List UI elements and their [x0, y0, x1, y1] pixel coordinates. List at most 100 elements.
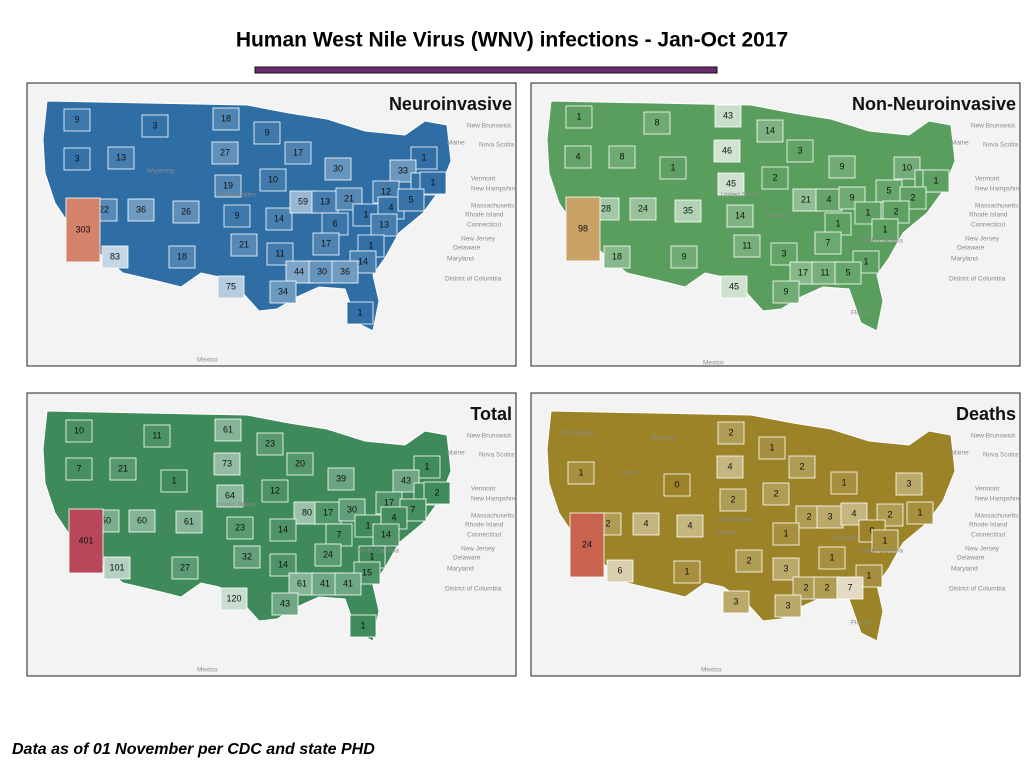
- state-region: [107, 146, 135, 170]
- state-region: [392, 469, 420, 493]
- state-value: 27: [220, 147, 230, 157]
- state-value: 4: [851, 508, 856, 518]
- state-region: [663, 473, 691, 497]
- map-label: New Hampshire: [471, 186, 518, 193]
- map-label: Wyoming: [147, 168, 174, 175]
- state-value: 5: [845, 267, 850, 277]
- state-region: [893, 156, 921, 180]
- map-label: Nova Scotia: [479, 142, 514, 149]
- state-region: [871, 529, 899, 553]
- map-label: Delaware: [957, 245, 985, 252]
- state-value: 18: [177, 251, 187, 261]
- state-value: 21: [239, 239, 249, 249]
- map-label: United States: [716, 517, 756, 524]
- state-region: [608, 145, 636, 169]
- panel-title: Neuroinvasive: [389, 94, 512, 114]
- state-region: [389, 159, 417, 183]
- state-value: 41: [343, 578, 353, 588]
- state-region: [606, 559, 634, 583]
- state-value: 2: [887, 509, 892, 519]
- state-value: 3: [783, 563, 788, 573]
- state-region: [314, 543, 342, 567]
- state-region: [895, 472, 923, 496]
- state-region: [103, 556, 131, 580]
- state-region: [334, 572, 362, 596]
- state-value: 3: [827, 511, 832, 521]
- map-label: Nova Scotia: [983, 142, 1018, 149]
- map-label: District of Columbia: [445, 586, 502, 593]
- state-value: 17: [293, 147, 303, 157]
- state-value: 83: [110, 251, 120, 261]
- state-region: [216, 484, 244, 508]
- state-value: 12: [381, 186, 391, 196]
- state-value: 1: [882, 224, 887, 234]
- state-region: [423, 481, 451, 505]
- state-value: 13: [379, 219, 389, 229]
- state-region: [143, 424, 171, 448]
- state-value: 9: [74, 114, 79, 124]
- state-region: [172, 200, 200, 224]
- map-label: Massachusetts: [975, 203, 1019, 210]
- state-value: 2: [730, 494, 735, 504]
- state-region: [772, 557, 800, 581]
- state-value: 36: [340, 266, 350, 276]
- state-value: 3: [797, 145, 802, 155]
- state-region: [719, 488, 747, 512]
- state-region: [259, 168, 287, 192]
- state-value: 1: [670, 162, 675, 172]
- state-region: [674, 199, 702, 223]
- state-region: [286, 452, 314, 476]
- state-region: [168, 245, 196, 269]
- state-value: 17: [321, 238, 331, 248]
- state-value: 2: [772, 172, 777, 182]
- state-value: 2: [434, 487, 439, 497]
- state-value: 7: [336, 529, 341, 539]
- map-label: Nova Scotia: [479, 452, 514, 459]
- state-value: 23: [265, 438, 275, 448]
- state-region: [213, 452, 241, 476]
- state-value: 7: [847, 582, 852, 592]
- state-region: [828, 155, 856, 179]
- state-value: 30: [317, 266, 327, 276]
- map-label: Rhode Island: [465, 522, 504, 529]
- state-value: 64: [225, 490, 235, 500]
- state-value: 1: [933, 175, 938, 185]
- state-region: [758, 436, 786, 460]
- state-value: 2: [910, 192, 915, 202]
- state-value: 59: [298, 196, 308, 206]
- state-value: 3: [906, 478, 911, 488]
- state-value: 1: [360, 620, 365, 630]
- state-region: [564, 145, 592, 169]
- state-value: 22: [99, 204, 109, 214]
- state-region: [756, 119, 784, 143]
- state-value: 2: [799, 461, 804, 471]
- state-region: [603, 245, 631, 269]
- state-value: 20: [295, 458, 305, 468]
- state-region: [720, 275, 748, 299]
- state-value: 1: [917, 507, 922, 517]
- state-value: 9: [681, 251, 686, 261]
- map-panel: 1843144634819104521128243521495214112981…: [530, 82, 1022, 367]
- state-region: [673, 560, 701, 584]
- state-value: 401: [78, 535, 93, 545]
- state-value: 1: [769, 442, 774, 452]
- state-value: 14: [274, 213, 284, 223]
- state-region: [419, 171, 447, 195]
- state-value: 1: [684, 566, 689, 576]
- map-label: Maine: [447, 450, 465, 457]
- state-region: [214, 418, 242, 442]
- map-label: New Jersey: [461, 236, 496, 243]
- map-label: Vermont: [471, 176, 495, 183]
- map-label: Massachusetts: [471, 203, 515, 210]
- state-region: [269, 518, 297, 542]
- state-value: 10: [268, 174, 278, 184]
- state-value: 4: [575, 151, 580, 161]
- state-value: 46: [722, 145, 732, 155]
- map-label: Mexico: [197, 667, 218, 674]
- state-value: 27: [180, 562, 190, 572]
- state-value: 7: [410, 504, 415, 514]
- state-value: 6: [617, 565, 622, 575]
- map-label: Mexico: [197, 357, 218, 364]
- state-value: 17: [798, 267, 808, 277]
- state-value: 14: [278, 559, 288, 569]
